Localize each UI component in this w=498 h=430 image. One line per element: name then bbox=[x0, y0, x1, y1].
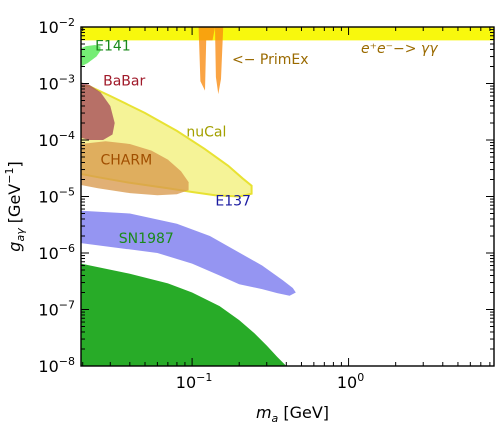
region-ee-to-gammagamma bbox=[81, 27, 494, 41]
tick-labels: 10−2 10−3 10−4 10−5 10−6 10−7 10−8 10−1 100 bbox=[38, 16, 364, 392]
x-tick-label: 100 bbox=[337, 371, 364, 392]
x-axis-label: ma [GeV] bbox=[256, 403, 329, 425]
exclusion-regions bbox=[81, 27, 494, 366]
y-tick-label: 10−6 bbox=[38, 242, 75, 263]
region-labels: SN1987 E137 nuCal CHARM BaBar e⁺e⁻−> γγ E141 <−… bbox=[95, 39, 438, 247]
region-primex bbox=[198, 27, 224, 95]
label-sn1987: SN1987 bbox=[119, 231, 174, 247]
y-tick-label: 10−2 bbox=[38, 16, 75, 37]
region-e137 bbox=[81, 210, 296, 296]
label-primex: <− PrimEx bbox=[232, 52, 309, 68]
plot-frame bbox=[80, 26, 495, 367]
label-charm: CHARM bbox=[101, 152, 153, 168]
y-axis-label: gaγ [GeV−1] bbox=[3, 161, 27, 251]
label-e141: E141 bbox=[95, 39, 131, 55]
label-e137: E137 bbox=[215, 193, 251, 209]
label-babar: BaBar bbox=[103, 73, 145, 89]
region-sn1987 bbox=[81, 263, 287, 366]
region-charm bbox=[81, 141, 189, 196]
region-babar bbox=[81, 82, 115, 140]
label-ee-to-gammagamma: e⁺e⁻−> γγ bbox=[361, 41, 438, 57]
x-tick-label: 10−1 bbox=[176, 371, 213, 392]
y-tick-label: 10−8 bbox=[38, 355, 75, 376]
label-nucal: nuCal bbox=[186, 125, 226, 141]
y-tick-label: 10−7 bbox=[38, 299, 75, 320]
y-tick-label: 10−5 bbox=[38, 186, 75, 207]
y-tick-label: 10−3 bbox=[38, 73, 75, 94]
region-e141 bbox=[81, 45, 101, 67]
y-tick-label: 10−4 bbox=[38, 129, 75, 150]
